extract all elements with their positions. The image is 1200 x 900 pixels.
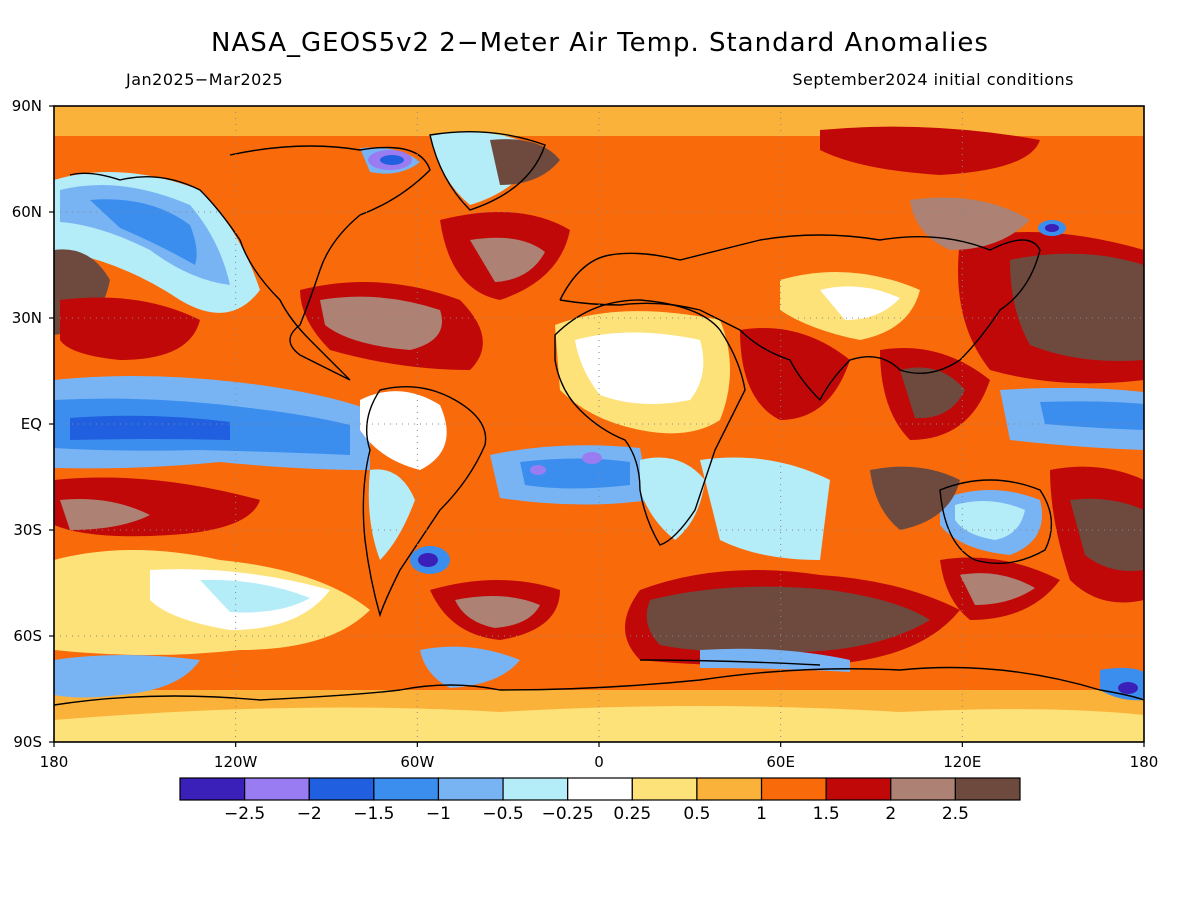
- legend-label: 0.25: [613, 804, 651, 824]
- map-gridlines: [54, 106, 1144, 742]
- lat-tick-label: 90S: [13, 733, 42, 751]
- legend-label: −0.5: [482, 804, 523, 824]
- forecast-period: Jan2025−Mar2025: [126, 70, 284, 89]
- lon-tick-label: 180: [1130, 753, 1159, 771]
- initial-conditions: September2024 initial conditions: [792, 70, 1074, 89]
- lat-tick-label: 90N: [12, 97, 42, 115]
- legend-label: 0.5: [683, 804, 710, 824]
- legend-label: −0.25: [542, 804, 594, 824]
- latitude-axis: 90N 60N 30N EQ 30S 60S 90S: [12, 97, 42, 751]
- legend-label: 1: [756, 804, 767, 824]
- legend-label: 2: [885, 804, 896, 824]
- legend-swatch: [179, 777, 246, 801]
- legend-swatch: [567, 777, 633, 801]
- lat-tick-label: 30S: [13, 521, 42, 539]
- lon-tick-label: 120E: [943, 753, 981, 771]
- legend-label: 1.5: [813, 804, 840, 824]
- legend-swatch: [890, 777, 956, 801]
- legend-label: 2.5: [942, 804, 969, 824]
- legend-swatch: [954, 777, 1021, 801]
- lat-tick-label: 30N: [12, 309, 42, 327]
- lon-tick-label: 180: [40, 753, 69, 771]
- map-title: NASA_GEOS5v2 2−Meter Air Temp. Standard …: [211, 28, 989, 58]
- legend-swatch: [825, 777, 892, 801]
- legend-swatch: [760, 777, 827, 801]
- lon-tick-label: 0: [594, 753, 604, 771]
- lat-tick-label: 60N: [12, 203, 42, 221]
- lon-tick-label: 60E: [766, 753, 795, 771]
- lat-tick-label: 60S: [13, 627, 42, 645]
- color-legend-labels: −2.5 −2 −1.5 −1 −0.5 −0.25 0.25 0.5 1 1.5 2 2.5: [224, 804, 969, 824]
- legend-swatch: [244, 777, 310, 801]
- legend-label: −1: [426, 804, 451, 824]
- legend-swatch: [308, 777, 375, 801]
- longitude-axis: 180 120W 60W 0 60E 120E 180: [40, 753, 1159, 771]
- lon-tick-label: 120W: [214, 753, 258, 771]
- lat-tick-label: EQ: [21, 415, 42, 433]
- legend-swatch: [696, 777, 763, 801]
- legend-swatch: [502, 777, 569, 801]
- legend-label: −1.5: [353, 804, 394, 824]
- lon-tick-label: 60W: [400, 753, 434, 771]
- legend-swatch: [373, 777, 440, 801]
- legend-label: −2: [297, 804, 322, 824]
- coastlines: [54, 130, 1144, 706]
- color-legend: [179, 777, 1021, 801]
- axis-ticks: [49, 105, 1145, 747]
- legend-swatch: [437, 777, 504, 801]
- legend-label: −2.5: [224, 804, 265, 824]
- legend-swatch: [631, 777, 698, 801]
